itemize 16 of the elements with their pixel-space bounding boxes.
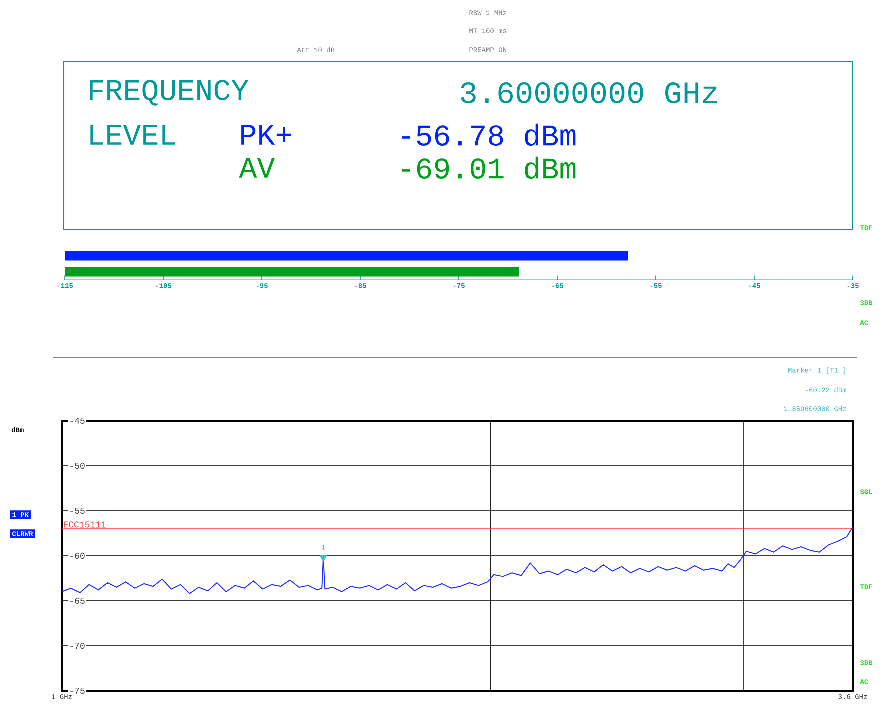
line-series <box>62 526 854 594</box>
text: AV <box>239 158 276 178</box>
ref-line-label: FCC15111 <box>64 522 106 528</box>
text: -69.01 dBm <box>402 156 576 180</box>
text: -56.78 dBm <box>402 124 576 146</box>
text: PK+ <box>242 125 292 145</box>
text: LEVEL <box>90 125 176 145</box>
y-tick-label: -60 <box>70 552 85 560</box>
y-tick-label: -50 <box>70 462 85 470</box>
y-tick-label: -70 <box>70 642 85 650</box>
y-tick-label: -55 <box>70 508 85 514</box>
y-tick-label: -75 <box>70 688 85 694</box>
y-tick-label: -45 <box>70 418 85 424</box>
text: 3.60000000 GHz <box>461 82 718 104</box>
y-tick-label: -65 <box>70 598 85 604</box>
text: FREQUENCY <box>90 80 249 106</box>
